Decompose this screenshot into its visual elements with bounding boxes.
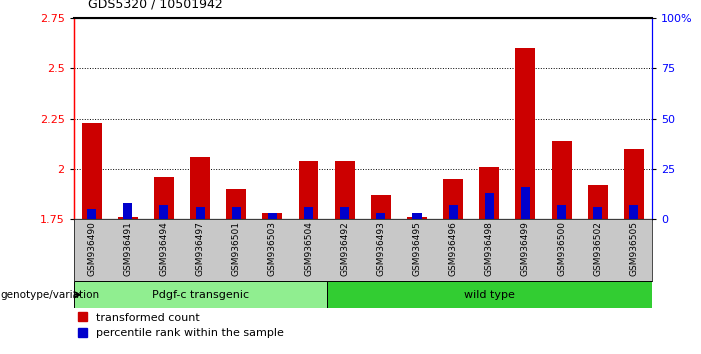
- Bar: [376, 213, 386, 219]
- Text: wild type: wild type: [464, 290, 515, 300]
- Legend: transformed count, percentile rank within the sample: transformed count, percentile rank withi…: [74, 308, 288, 343]
- Text: GSM936496: GSM936496: [449, 221, 458, 276]
- Bar: [449, 205, 458, 219]
- Bar: [515, 48, 536, 219]
- Bar: [190, 157, 210, 219]
- Text: GSM936497: GSM936497: [196, 221, 205, 276]
- Bar: [557, 205, 566, 219]
- Bar: [479, 167, 499, 219]
- Text: GSM936504: GSM936504: [304, 221, 313, 276]
- Bar: [521, 187, 530, 219]
- Bar: [118, 217, 138, 219]
- Text: GSM936495: GSM936495: [412, 221, 421, 276]
- Bar: [268, 213, 277, 219]
- Bar: [443, 179, 463, 219]
- Bar: [587, 185, 608, 219]
- Bar: [327, 281, 652, 308]
- Text: Pdgf-c transgenic: Pdgf-c transgenic: [151, 290, 249, 300]
- Bar: [232, 207, 240, 219]
- Bar: [629, 205, 639, 219]
- Text: genotype/variation: genotype/variation: [1, 290, 100, 300]
- Bar: [412, 213, 421, 219]
- Bar: [371, 195, 390, 219]
- Bar: [335, 161, 355, 219]
- Bar: [262, 213, 283, 219]
- Bar: [196, 207, 205, 219]
- Bar: [299, 161, 318, 219]
- Text: GSM936500: GSM936500: [557, 221, 566, 276]
- Bar: [226, 189, 246, 219]
- Text: GSM936492: GSM936492: [340, 221, 349, 276]
- Bar: [159, 205, 168, 219]
- Bar: [82, 122, 102, 219]
- Bar: [485, 193, 494, 219]
- Text: GSM936493: GSM936493: [376, 221, 386, 276]
- Bar: [552, 141, 571, 219]
- Bar: [123, 203, 132, 219]
- Bar: [340, 207, 349, 219]
- Bar: [304, 207, 313, 219]
- Text: GSM936491: GSM936491: [123, 221, 132, 276]
- Bar: [154, 177, 174, 219]
- Text: GSM936499: GSM936499: [521, 221, 530, 276]
- Text: GSM936503: GSM936503: [268, 221, 277, 276]
- Text: GSM936498: GSM936498: [485, 221, 494, 276]
- Text: GSM936494: GSM936494: [159, 221, 168, 276]
- Text: GSM936490: GSM936490: [87, 221, 96, 276]
- Text: GSM936502: GSM936502: [593, 221, 602, 276]
- Text: GDS5320 / 10501942: GDS5320 / 10501942: [88, 0, 222, 11]
- Bar: [407, 217, 427, 219]
- Bar: [87, 209, 96, 219]
- Bar: [74, 281, 327, 308]
- Bar: [593, 207, 602, 219]
- Bar: [624, 149, 644, 219]
- Text: GSM936505: GSM936505: [629, 221, 639, 276]
- Text: GSM936501: GSM936501: [232, 221, 240, 276]
